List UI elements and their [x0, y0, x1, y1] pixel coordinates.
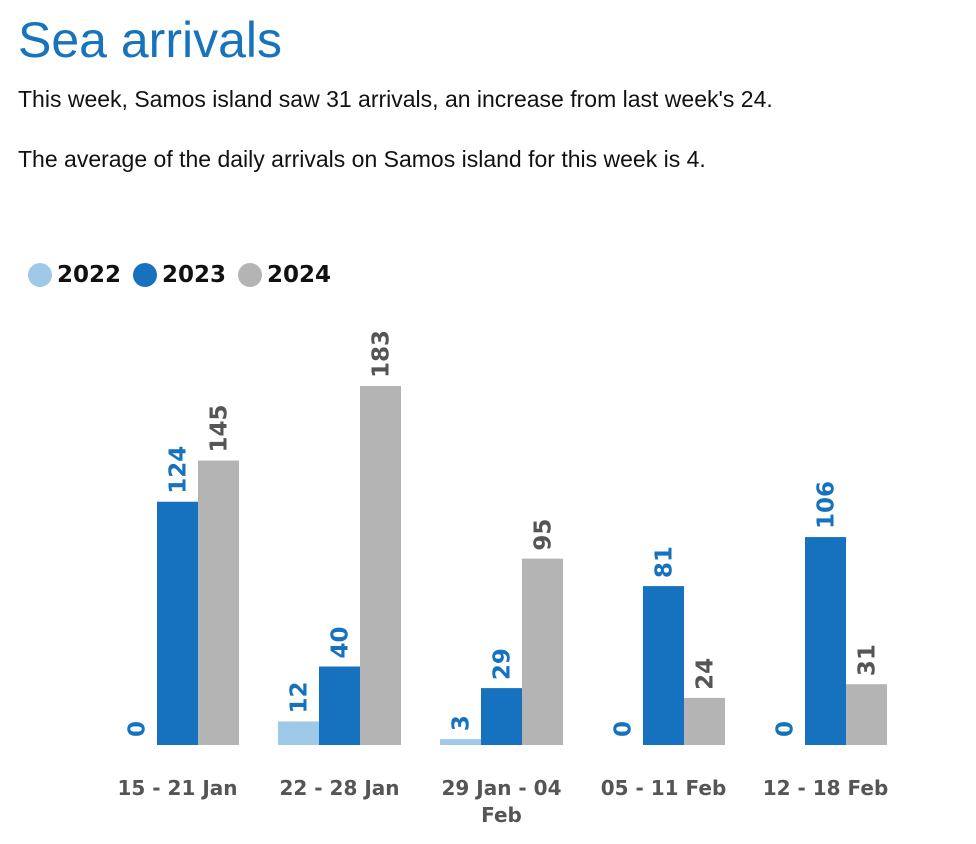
data-label-2024-1: 145 — [207, 405, 233, 453]
bar-2024-1[interactable] — [198, 460, 239, 745]
weekly-summary-text: This week, Samos island saw 31 arrivals,… — [18, 86, 773, 112]
legend-swatch-2022 — [28, 263, 52, 287]
legend-item-2022[interactable]: 2022 — [28, 262, 121, 288]
data-label-2023-3: 29 — [490, 648, 516, 680]
bar-2023-4[interactable] — [643, 586, 684, 745]
legend-item-2023[interactable]: 2023 — [133, 262, 226, 288]
x-tick-label-3: 29 Jan - 04 Feb — [441, 776, 561, 827]
bar-2023-1[interactable] — [157, 501, 198, 745]
bar-2022-2[interactable] — [278, 721, 319, 745]
chart-legend: 2022 2023 2024 — [28, 262, 343, 288]
bar-2023-5[interactable] — [805, 537, 846, 745]
data-label-2023-1: 124 — [166, 446, 192, 494]
data-label-2022-2: 12 — [287, 681, 313, 713]
bar-2024-2[interactable] — [360, 386, 401, 745]
bar-2022-3[interactable] — [440, 739, 481, 745]
data-label-2024-2: 183 — [369, 330, 395, 378]
page-title: Sea arrivals — [18, 12, 282, 68]
data-label-2023-5: 106 — [814, 481, 840, 529]
x-tick-label-4: 05 - 11 Feb — [601, 776, 727, 800]
bar-2024-3[interactable] — [522, 558, 563, 745]
legend-swatch-2024 — [238, 263, 263, 287]
data-label-2024-3: 95 — [531, 519, 557, 551]
bar-2024-5[interactable] — [846, 684, 887, 745]
data-label-2023-2: 40 — [328, 627, 354, 659]
data-label-2024-5: 31 — [855, 644, 881, 676]
legend-item-2024[interactable]: 2024 — [238, 262, 331, 288]
legend-label-2024: 2024 — [267, 262, 332, 288]
bar-2023-3[interactable] — [481, 688, 522, 745]
data-label-2022-3: 3 — [449, 715, 475, 731]
data-label-2024-4: 24 — [693, 658, 719, 690]
x-tick-label-5: 12 - 18 Feb — [763, 776, 889, 800]
legend-label-2023: 2023 — [162, 262, 227, 288]
legend-label-2022: 2022 — [57, 262, 122, 288]
data-label-2022-1: 0 — [125, 721, 151, 737]
x-tick-label-1: 15 - 21 Jan — [117, 776, 237, 800]
data-label-2023-4: 81 — [652, 546, 678, 578]
bar-chart: 0 124 145 15 - 21 Jan 12 40 183 22 - 28 Jan 3 29 9… — [117, 330, 889, 827]
data-label-2022-5: 0 — [773, 721, 799, 737]
daily-average-text: The average of the daily arrivals on Sam… — [18, 146, 706, 172]
legend-swatch-2023 — [133, 263, 158, 287]
data-label-2022-4: 0 — [611, 721, 637, 737]
bar-2024-4[interactable] — [684, 697, 725, 745]
x-tick-label-2: 22 - 28 Jan — [279, 776, 399, 800]
bar-2023-2[interactable] — [319, 666, 360, 745]
